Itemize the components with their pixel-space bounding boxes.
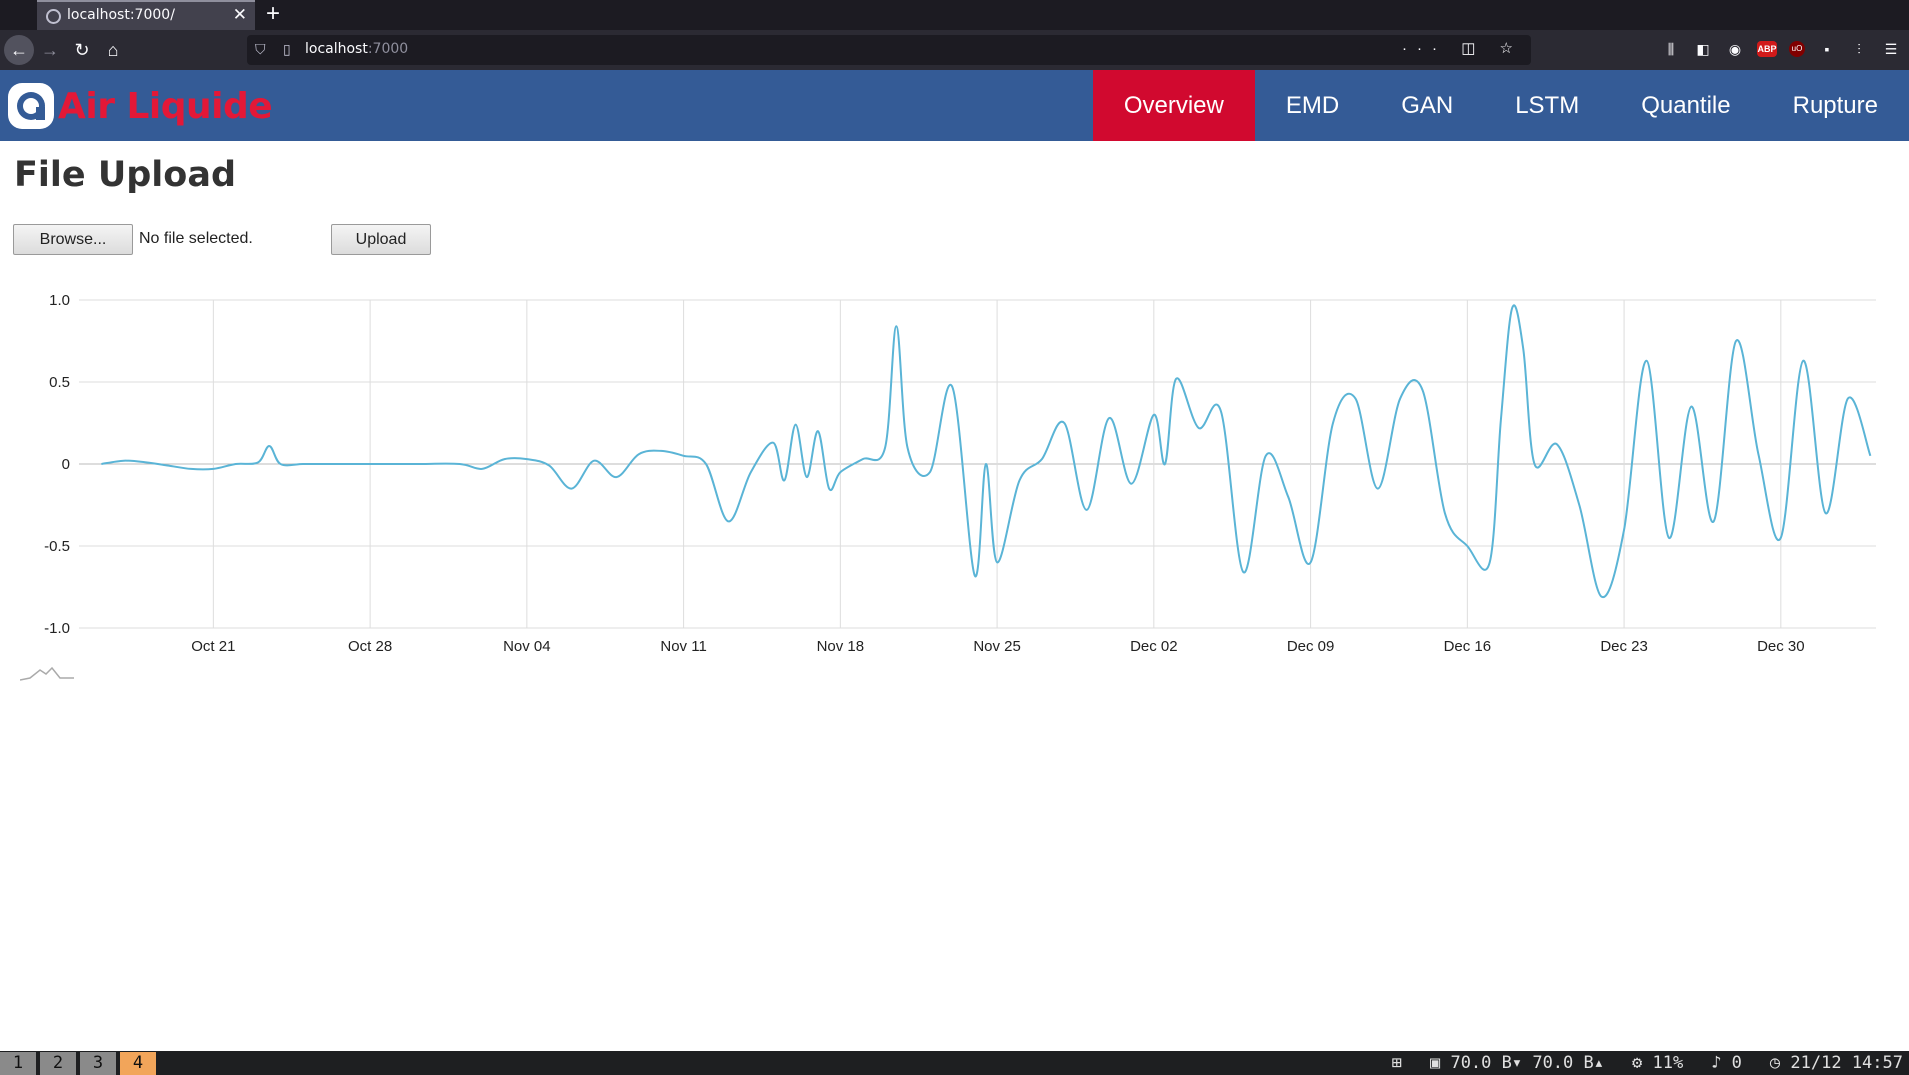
browser-tab[interactable]: localhost:7000/ ✕ — [37, 0, 255, 30]
cpu-icon: ⚙ — [1631, 1053, 1653, 1073]
system-statusbar: 1 2 3 4 ⊞ ▣ 70.0 B▾ 70.0 B▴ ⚙ 11% ♪ 0 ◷ … — [0, 1051, 1909, 1075]
page-icon: ▯ — [283, 41, 291, 57]
equalizer-icon[interactable]: ⫶ — [1857, 41, 1861, 57]
y-tick-label: -0.5 — [44, 538, 70, 555]
nav-quantile[interactable]: Quantile — [1641, 92, 1731, 119]
range-selector-icon[interactable] — [20, 666, 74, 681]
clock-icon: ◷ — [1769, 1053, 1791, 1073]
browse-button[interactable]: Browse... — [13, 224, 133, 255]
x-tick-label: Dec 23 — [1600, 638, 1648, 655]
workspace-1[interactable]: 1 — [0, 1052, 38, 1075]
air-liquide-logo[interactable]: Air Liquide — [6, 80, 273, 132]
file-status-text: No file selected. — [139, 230, 253, 247]
time-series-chart: 1.0 0.5 0 -0.5 -1.0 Oct 21 Oct 28 Nov 04 Nov 11… — [20, 292, 1876, 681]
x-tick-label: Oct 21 — [191, 638, 235, 655]
notification-widget[interactable]: ♪ 0 — [1711, 1053, 1742, 1073]
y-tick-label: 0.5 — [49, 374, 70, 391]
url-text[interactable]: localhost:7000 — [305, 41, 409, 57]
tab-title: localhost:7000/ — [67, 7, 175, 23]
y-tick-label: 0 — [62, 456, 70, 473]
x-tick-label: Nov 04 — [503, 638, 551, 655]
main-nav: Overview EMD GAN LSTM Quantile Rupture — [1092, 70, 1909, 141]
x-tick-label: Dec 02 — [1130, 638, 1178, 655]
workspace-3[interactable]: 3 — [80, 1052, 118, 1075]
new-tab-icon[interactable]: + — [266, 0, 281, 27]
shield-icon[interactable]: ⛉ — [255, 41, 266, 57]
nav-overview[interactable]: Overview — [1092, 70, 1255, 141]
tray-add-icon[interactable]: ⊞ — [1391, 1053, 1402, 1073]
extension-icon[interactable]: ▪ — [1824, 41, 1830, 57]
x-tick-label: Dec 16 — [1444, 638, 1492, 655]
nav-lstm[interactable]: LSTM — [1515, 92, 1580, 119]
logo-text: Air Liquide — [58, 85, 273, 127]
toolbar-icons: ⫼ ◧ ◉ ABP uO ▪ ⫶ ☰ — [1661, 38, 1909, 62]
x-axis: Oct 21 Oct 28 Nov 04 Nov 11 Nov 18 Nov 25 Dec … — [191, 638, 1804, 655]
account-icon[interactable]: ◉ — [1728, 41, 1742, 57]
forward-icon[interactable]: → — [41, 40, 59, 60]
chart-grid — [79, 299, 1876, 629]
url-actions-icon[interactable]: ··· ◫ ☆ — [1402, 40, 1523, 57]
network-icon: ▣ — [1429, 1053, 1451, 1073]
library-icon[interactable]: ⫼ — [1667, 41, 1675, 57]
y-axis: 1.0 0.5 0 -0.5 -1.0 — [44, 292, 70, 637]
x-tick-label: Dec 30 — [1757, 638, 1805, 655]
home-icon[interactable]: ⌂ — [107, 40, 119, 60]
series-line — [101, 304, 1872, 598]
x-tick-label: Nov 25 — [973, 638, 1021, 655]
app-header: Air Liquide Overview EMD GAN LSTM Quanti… — [0, 70, 1909, 141]
page-title: File Upload — [14, 155, 237, 195]
nav-rupture[interactable]: Rupture — [1792, 92, 1878, 119]
upload-button[interactable]: Upload — [331, 224, 431, 255]
logo-mark-icon — [8, 83, 54, 129]
bell-icon: ♪ — [1711, 1053, 1732, 1073]
status-widgets: ⊞ ▣ 70.0 B▾ 70.0 B▴ ⚙ 11% ♪ 0 ◷ 21/12 14… — [1392, 1053, 1903, 1073]
x-tick-label: Nov 18 — [817, 638, 865, 655]
network-widget: ▣ 70.0 B▾ 70.0 B▴ — [1429, 1053, 1604, 1073]
browser-toolbar: ← → ↻ ⌂ ⛉ ▯ localhost:7000 ··· ◫ ☆ ⫼ ◧ ◉… — [0, 30, 1909, 70]
cpu-widget: ⚙ 11% — [1631, 1053, 1684, 1073]
clock-widget: ◷ 21/12 14:57 — [1769, 1053, 1903, 1073]
x-tick-label: Nov 11 — [660, 638, 706, 655]
tab-close-icon[interactable]: ✕ — [232, 5, 247, 24]
y-tick-label: 1.0 — [49, 292, 70, 309]
nav-emd[interactable]: EMD — [1285, 92, 1340, 119]
menu-icon[interactable]: ☰ — [1884, 41, 1898, 57]
ublock-icon[interactable]: uO — [1789, 41, 1805, 57]
browser-tab-strip: localhost:7000/ ✕ + — [0, 0, 1909, 30]
workspace-2[interactable]: 2 — [40, 1052, 78, 1075]
address-bar[interactable]: ⛉ ▯ localhost:7000 ··· ◫ ☆ — [247, 35, 1531, 65]
y-tick-label: -1.0 — [44, 620, 70, 637]
sidebar-icon[interactable]: ◧ — [1696, 41, 1710, 57]
reload-icon[interactable]: ↻ — [74, 40, 90, 60]
x-tick-label: Oct 28 — [348, 638, 392, 655]
nav-gan[interactable]: GAN — [1401, 92, 1454, 119]
x-tick-label: Dec 09 — [1287, 638, 1335, 655]
adblock-plus-icon[interactable]: ABP — [1757, 41, 1777, 57]
workspace-4[interactable]: 4 — [120, 1052, 158, 1075]
back-icon[interactable]: ← — [4, 35, 34, 65]
site-favicon-icon — [46, 9, 61, 24]
